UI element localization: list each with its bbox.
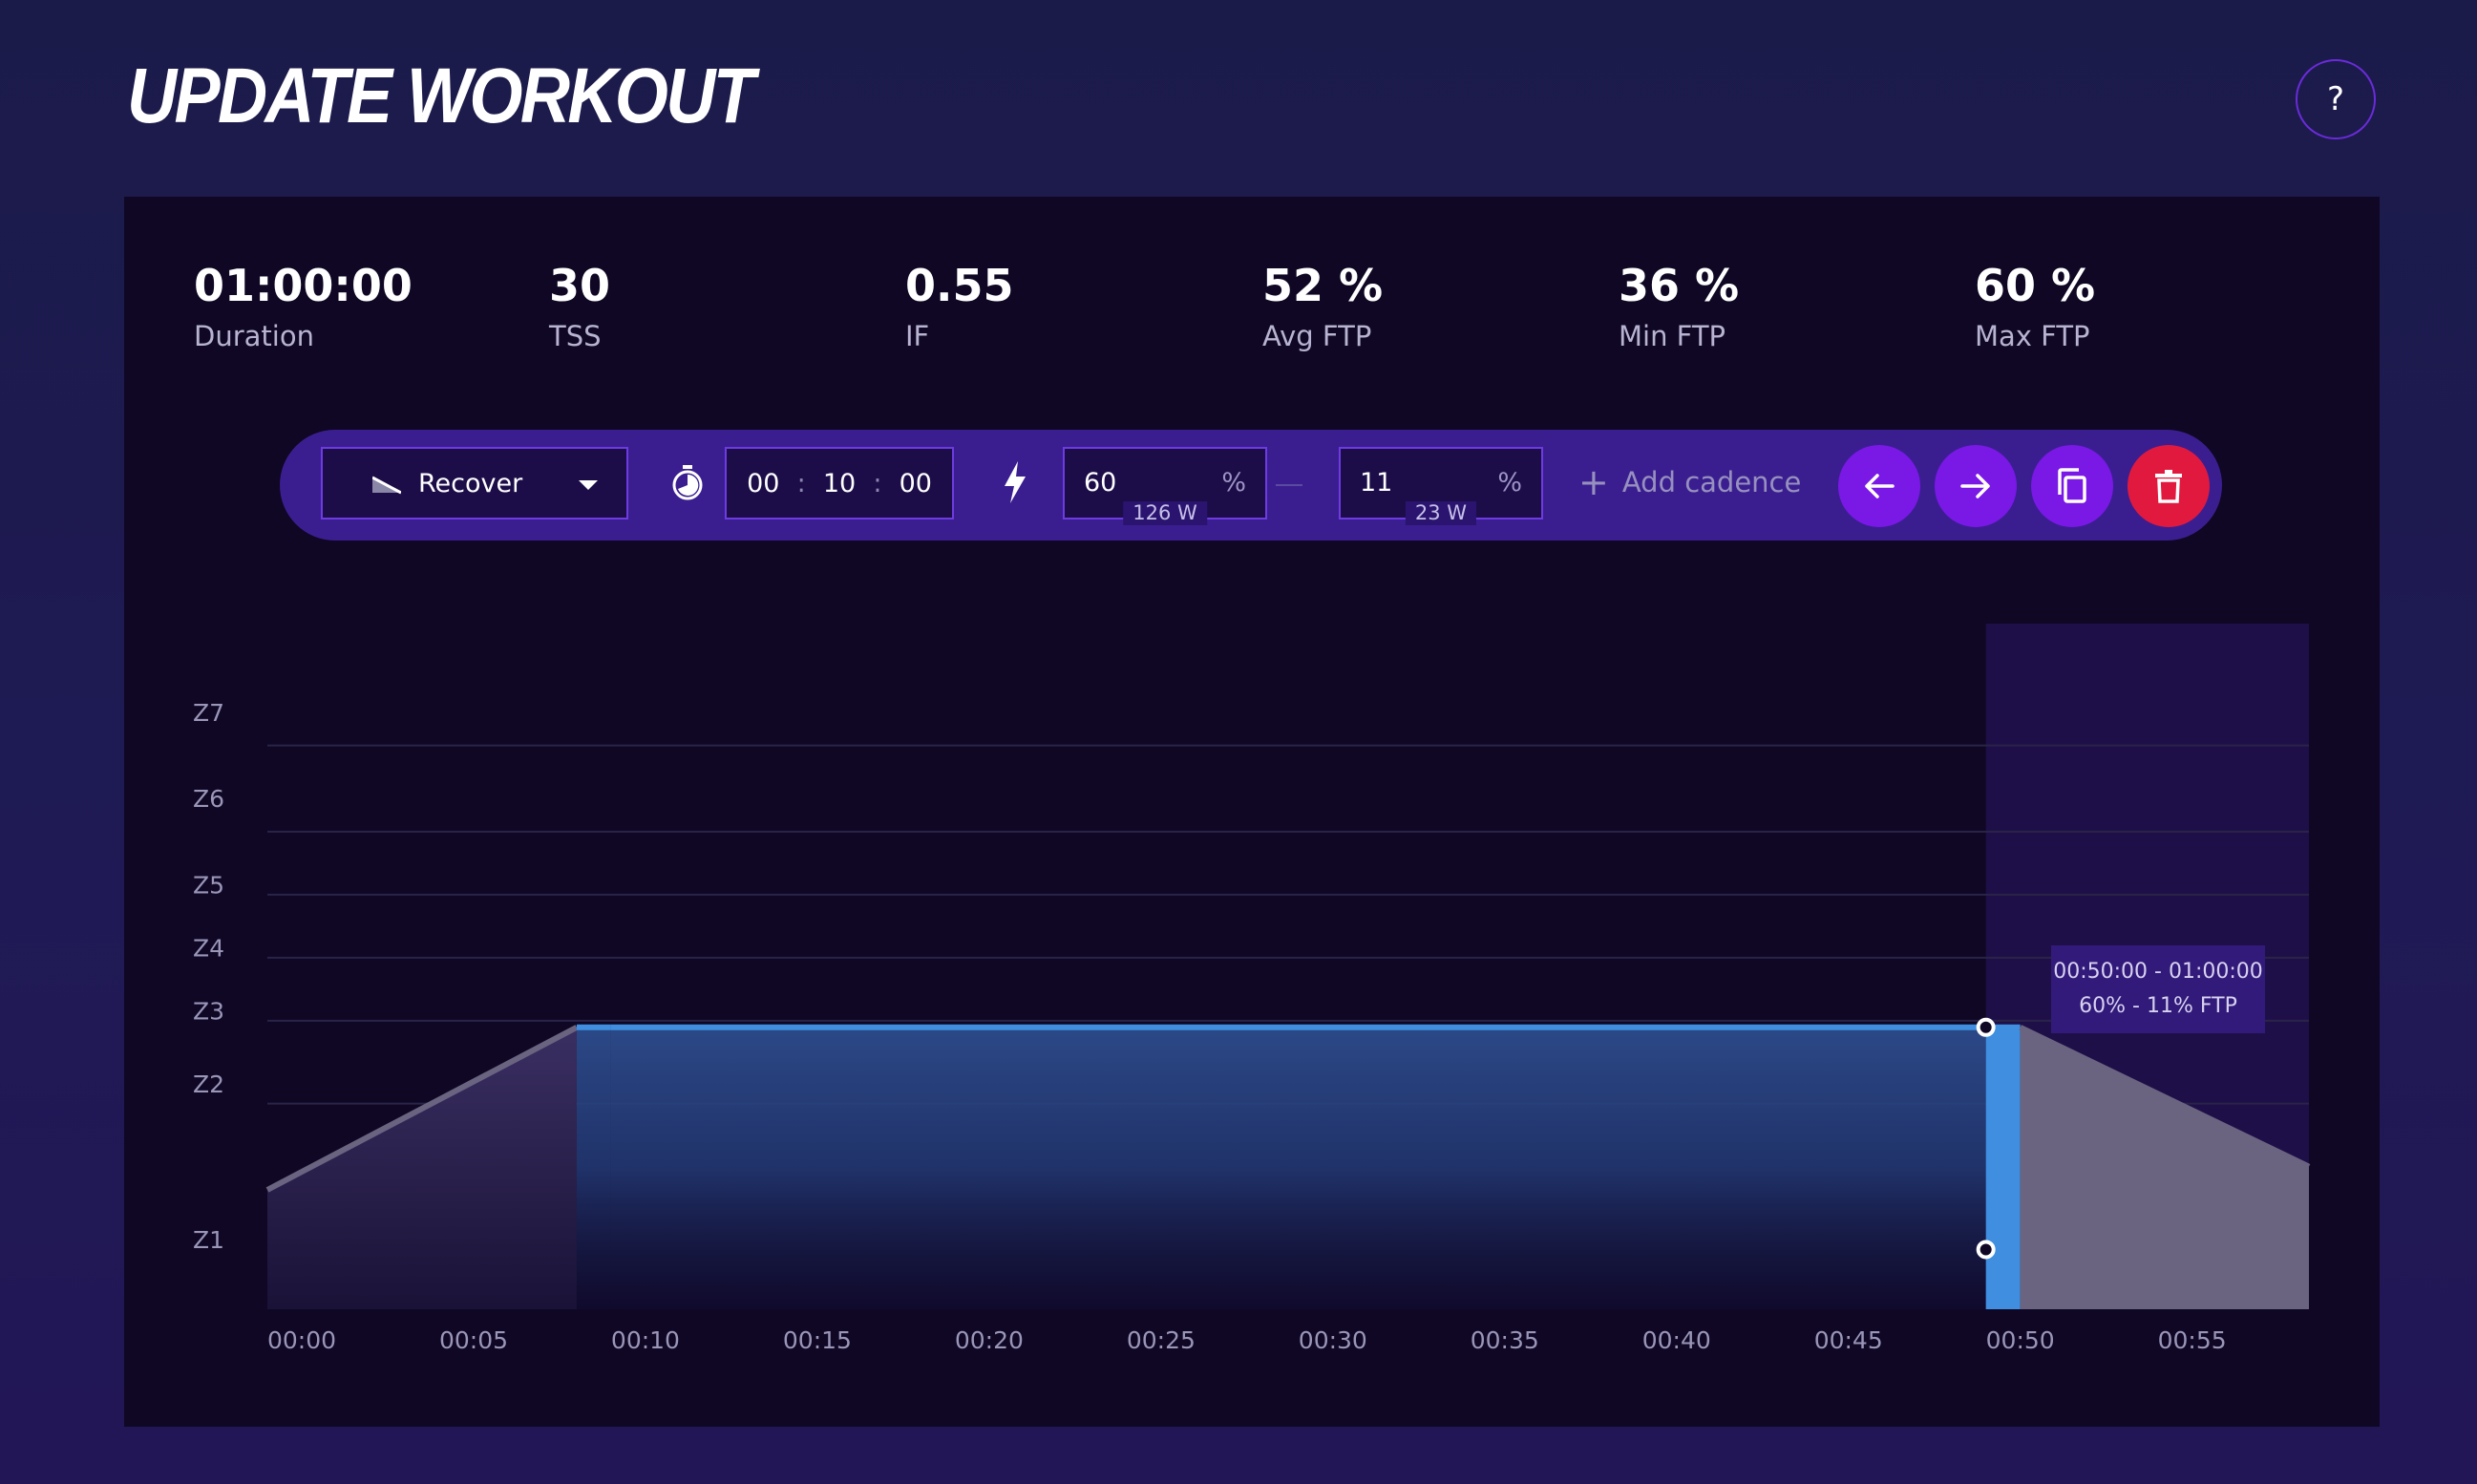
segment-area[interactable] bbox=[267, 1027, 577, 1309]
power-end-input[interactable]: 11 % 23 W bbox=[1339, 447, 1543, 525]
stat-tss: 30 TSS bbox=[549, 264, 610, 350]
segment-toolbar: Recover 00 : 10 : 00 60 % 126 W 11 % 23 … bbox=[280, 430, 2222, 541]
x-tick-label: 00:30 bbox=[1299, 1326, 1367, 1354]
move-right-button[interactable] bbox=[1935, 445, 2017, 527]
drag-handle[interactable] bbox=[1976, 1240, 1996, 1260]
drag-handle[interactable] bbox=[1976, 1017, 1996, 1037]
segment-area[interactable] bbox=[2020, 1027, 2309, 1309]
zone-label: Z7 bbox=[193, 699, 224, 727]
power-start-value[interactable]: 60 bbox=[1084, 468, 1117, 498]
timer-icon bbox=[672, 465, 703, 500]
stat-min-ftp: 36 % Min FTP bbox=[1619, 264, 1739, 350]
stat-duration: 01:00:00 Duration bbox=[194, 264, 413, 350]
range-dash bbox=[1276, 484, 1302, 486]
duration-hours[interactable]: 00 bbox=[747, 468, 780, 498]
page-title: UPDATE WORKOUT bbox=[127, 53, 755, 139]
delete-button[interactable] bbox=[2128, 445, 2210, 527]
ramp-down-icon bbox=[372, 476, 401, 495]
add-cadence-button[interactable]: + Add cadence bbox=[1578, 464, 1801, 500]
x-tick-label: 00:10 bbox=[611, 1326, 680, 1354]
help-button[interactable]: ? bbox=[2296, 59, 2376, 139]
arrow-right-icon bbox=[1960, 474, 1990, 498]
tooltip-ftp-range: 60% - 11% FTP bbox=[2079, 994, 2237, 1018]
trash-icon bbox=[2155, 470, 2182, 503]
zone-label: Z2 bbox=[193, 1071, 224, 1098]
move-left-button[interactable] bbox=[1838, 445, 1920, 527]
stat-value: 52 % bbox=[1262, 260, 1384, 311]
stat-label: Duration bbox=[194, 320, 314, 352]
x-tick-label: 00:20 bbox=[955, 1326, 1024, 1354]
duration-seconds[interactable]: 00 bbox=[899, 468, 932, 498]
zone-label: Z4 bbox=[193, 934, 224, 962]
zone-label: Z6 bbox=[193, 785, 224, 813]
segment-type-label: Recover bbox=[418, 468, 523, 498]
x-tick-label: 00:25 bbox=[1127, 1326, 1196, 1354]
duration-separator: : bbox=[796, 468, 806, 498]
x-tick-label: 00:15 bbox=[783, 1326, 852, 1354]
stat-label: Max FTP bbox=[1975, 320, 2090, 352]
stat-max-ftp: 60 % Max FTP bbox=[1975, 264, 2095, 350]
stat-value: 36 % bbox=[1619, 260, 1740, 311]
zone-label: Z3 bbox=[193, 997, 224, 1025]
segment-tooltip bbox=[2051, 945, 2265, 1033]
arrow-left-icon bbox=[1865, 474, 1895, 498]
segment-line bbox=[265, 1025, 579, 1193]
duplicate-button[interactable] bbox=[2031, 445, 2113, 527]
duration-minutes[interactable]: 10 bbox=[822, 468, 857, 498]
power-end-unit: % bbox=[1497, 468, 1522, 498]
segment-area[interactable] bbox=[1985, 1027, 2021, 1309]
power-start-input[interactable]: 60 % 126 W bbox=[1063, 447, 1267, 525]
zone-label: Z1 bbox=[193, 1226, 224, 1254]
copy-icon bbox=[2058, 468, 2086, 503]
power-start-watts: 126 W bbox=[1123, 500, 1207, 525]
x-tick-label: 00:50 bbox=[1986, 1326, 2055, 1354]
stat-value: 0.55 bbox=[905, 260, 1014, 311]
bolt-icon bbox=[1005, 461, 1026, 503]
x-tick-label: 00:40 bbox=[1642, 1326, 1711, 1354]
x-tick-label: 00:00 bbox=[267, 1326, 336, 1354]
stat-avg-ftp: 52 % Avg FTP bbox=[1262, 264, 1383, 350]
plus-icon: + bbox=[1578, 461, 1609, 503]
segment-area[interactable] bbox=[610, 1027, 1986, 1309]
workout-panel: 01:00:00 Duration 30 TSS 0.55 IF 52 % Avg FTP 36… bbox=[124, 197, 2380, 1427]
stat-value: 60 % bbox=[1975, 260, 2096, 311]
stat-label: Min FTP bbox=[1619, 320, 1726, 352]
x-tick-label: 00:35 bbox=[1471, 1326, 1539, 1354]
chevron-down-icon bbox=[579, 480, 598, 490]
duration-input[interactable]: 00 : 10 : 00 bbox=[725, 447, 954, 519]
x-tick-label: 00:55 bbox=[2158, 1326, 2227, 1354]
x-tick-label: 00:45 bbox=[1814, 1326, 1883, 1354]
power-end-value[interactable]: 11 bbox=[1360, 468, 1393, 498]
x-tick-label: 00:05 bbox=[439, 1326, 508, 1354]
stat-value: 01:00:00 bbox=[194, 260, 413, 311]
stat-value: 30 bbox=[549, 260, 611, 311]
stat-label: IF bbox=[905, 320, 930, 352]
add-cadence-label: Add cadence bbox=[1621, 466, 1802, 498]
tooltip-time-range: 00:50:00 - 01:00:00 bbox=[2053, 960, 2263, 984]
segment-area[interactable] bbox=[576, 1027, 611, 1309]
stat-label: Avg FTP bbox=[1262, 320, 1372, 352]
stat-label: TSS bbox=[549, 320, 602, 352]
zone-label: Z5 bbox=[193, 871, 224, 899]
power-end-watts: 23 W bbox=[1405, 500, 1477, 525]
stat-if: 0.55 IF bbox=[905, 264, 1014, 350]
power-start-unit: % bbox=[1221, 468, 1246, 498]
segment-type-select[interactable]: Recover bbox=[321, 447, 628, 519]
duration-separator: : bbox=[873, 468, 882, 498]
segment-line bbox=[2019, 1025, 2311, 1170]
